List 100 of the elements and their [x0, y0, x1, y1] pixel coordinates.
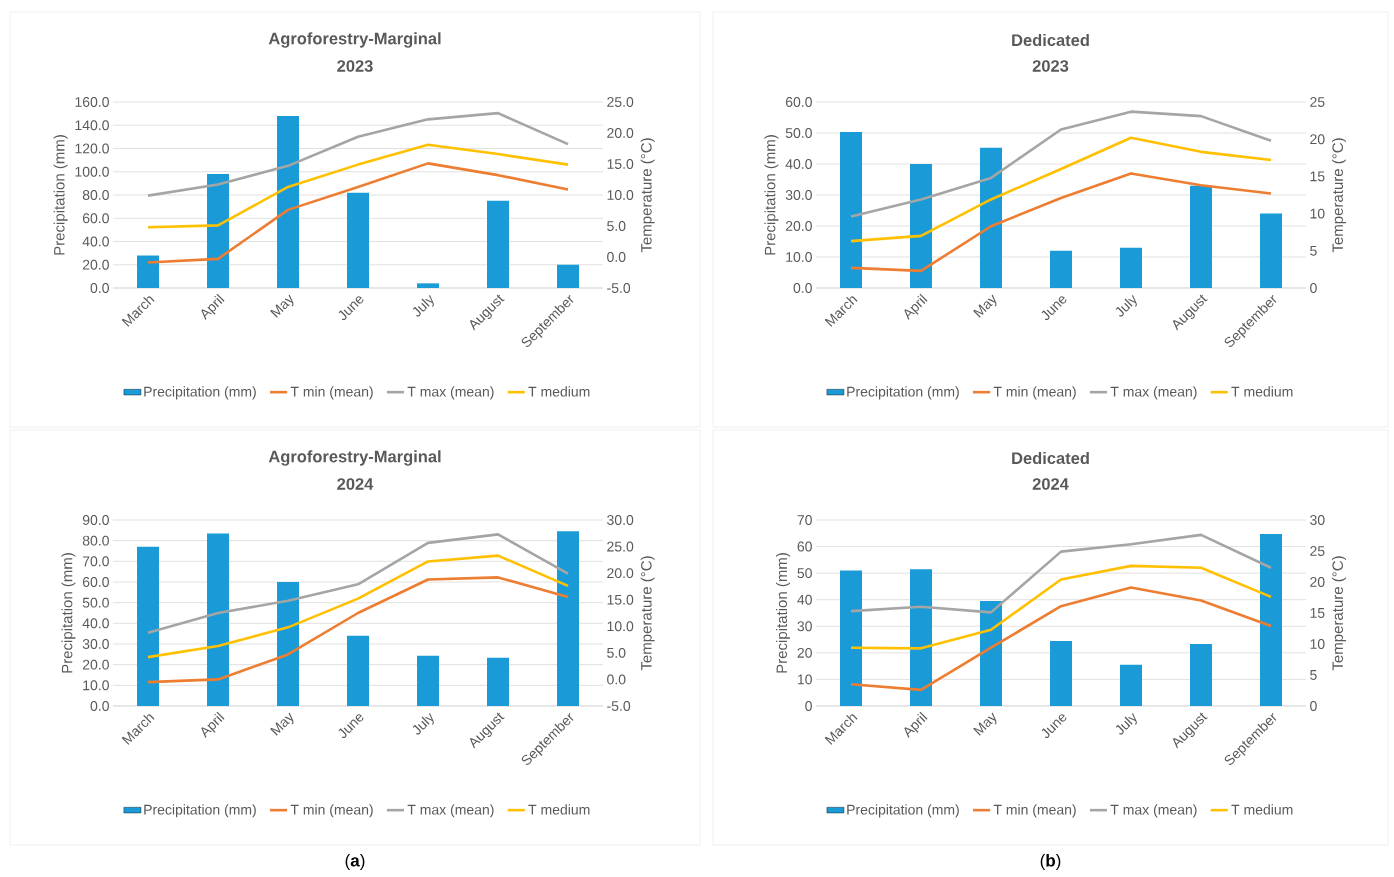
- y2-tick-label: 0: [1310, 283, 1317, 293]
- chart-subtitle: 2024: [1032, 478, 1069, 490]
- y2-tick-label: -5.0: [607, 283, 631, 293]
- y2-tick-label: 5: [1310, 670, 1317, 680]
- y2-tick-label: -5.0: [607, 701, 631, 711]
- y2-tick-label: 0.0: [607, 252, 626, 262]
- line-series: [849, 533, 1273, 614]
- y-tick-label: 70: [797, 515, 812, 525]
- legend-label: T min (mean): [993, 386, 1076, 400]
- y2-tick-label: 10.0: [607, 190, 634, 200]
- line-series: [849, 110, 1273, 218]
- y-tick-label: 0.0: [90, 701, 109, 711]
- bar: [137, 546, 160, 706]
- bar: [840, 570, 863, 706]
- x-tick-label: July: [412, 712, 434, 735]
- y2-tick-label: 10.0: [607, 621, 634, 632]
- y-tick-label: 20.0: [82, 259, 109, 270]
- line-series: [146, 111, 570, 197]
- chart-subtitle: 2023: [337, 60, 373, 72]
- y2-tick-label: 25.0: [607, 541, 634, 552]
- line-series: [146, 143, 570, 229]
- y-tick-label: 30.0: [82, 639, 109, 649]
- y-tick-label: 0.0: [90, 283, 109, 293]
- y2-axis-title: Temperature (°C): [640, 556, 655, 671]
- bar: [980, 601, 1003, 706]
- bar: [347, 192, 370, 288]
- y-tick-label: 80.0: [82, 535, 109, 546]
- legend-label: T max (mean): [1110, 386, 1197, 400]
- y-tick-label: 50.0: [82, 597, 109, 608]
- y2-tick-label: 30.0: [607, 515, 634, 525]
- bar: [1260, 213, 1283, 288]
- y-tick-label: 0.0: [793, 283, 812, 293]
- y2-tick-label: 20.0: [607, 128, 634, 138]
- bar: [1050, 250, 1073, 288]
- y-tick-label: 20.0: [82, 659, 109, 670]
- bar: [840, 132, 863, 288]
- y2-tick-label: 15: [1310, 171, 1325, 182]
- y-tick-label: 90.0: [82, 515, 109, 525]
- bar: [980, 147, 1003, 288]
- text: (b): [1040, 854, 1061, 870]
- bar: [277, 581, 300, 706]
- line-series: [849, 564, 1273, 650]
- y2-axis-title: Temperature (°C): [1331, 138, 1346, 253]
- x-tick-label: July: [412, 294, 434, 317]
- y-tick-label: 50.0: [785, 128, 812, 138]
- line-series: [146, 533, 570, 634]
- text: (a): [345, 854, 365, 870]
- y-tick-label: 80.0: [82, 190, 109, 200]
- bar: [1190, 185, 1213, 288]
- legend-label: T medium: [1231, 386, 1293, 397]
- legend-label: T min (mean): [290, 386, 373, 400]
- y2-tick-label: 20.0: [607, 568, 634, 579]
- y-tick-label: 120.0: [75, 143, 109, 154]
- bar: [487, 200, 510, 288]
- y2-tick-label: 25.0: [607, 97, 634, 107]
- y2-axis-title: Temperature (°C): [640, 138, 655, 253]
- bar: [487, 657, 510, 706]
- y2-tick-label: 10: [1310, 639, 1325, 649]
- y-tick-label: 60.0: [82, 577, 109, 587]
- y2-tick-label: 0: [1310, 701, 1317, 711]
- line-series: [146, 576, 570, 684]
- y2-tick-label: 30: [1310, 515, 1325, 525]
- y2-tick-label: 25: [1310, 546, 1325, 556]
- legend-label: T max (mean): [407, 804, 494, 818]
- bar: [910, 164, 933, 288]
- bar: [910, 569, 933, 706]
- y2-tick-label: 10: [1310, 208, 1325, 219]
- y2-tick-label: 20: [1310, 134, 1325, 145]
- chart-title: Dedicated: [1012, 33, 1089, 47]
- bar: [557, 264, 580, 288]
- bar: [207, 533, 230, 706]
- legend-label: Precipitation (mm): [144, 804, 256, 818]
- y-tick-label: 160.0: [75, 97, 109, 107]
- line-series: [849, 136, 1273, 243]
- y-tick-label: 60.0: [785, 97, 812, 107]
- y2-tick-label: 15.0: [607, 159, 634, 169]
- legend-label: Precipitation (mm): [847, 804, 959, 818]
- y-tick-label: 30.0: [785, 190, 812, 200]
- y-tick-label: 30: [797, 621, 812, 632]
- y2-tick-label: 15: [1310, 608, 1325, 618]
- y-axis-title: Precipitation (mm): [764, 135, 779, 255]
- bar: [417, 655, 440, 706]
- chart-subtitle: 2023: [1032, 60, 1069, 72]
- x-tick-label: July: [1115, 712, 1137, 735]
- bar: [557, 531, 580, 706]
- y2-tick-label: 5: [1310, 245, 1317, 256]
- y2-axis-title: Temperature (°C): [1331, 556, 1346, 671]
- legend-label: T medium: [528, 386, 590, 397]
- bar: [207, 174, 230, 288]
- y-tick-label: 40.0: [82, 618, 109, 629]
- line-series: [146, 554, 570, 659]
- y-tick-label: 0: [805, 701, 812, 711]
- y-tick-label: 70.0: [82, 556, 109, 567]
- bar: [1120, 247, 1143, 288]
- y-tick-label: 50: [797, 568, 812, 579]
- bar: [1190, 644, 1213, 706]
- line-series: [849, 586, 1273, 692]
- y-axis-title: Precipitation (mm): [61, 553, 76, 673]
- line-series: [146, 162, 570, 264]
- bar: [137, 255, 160, 288]
